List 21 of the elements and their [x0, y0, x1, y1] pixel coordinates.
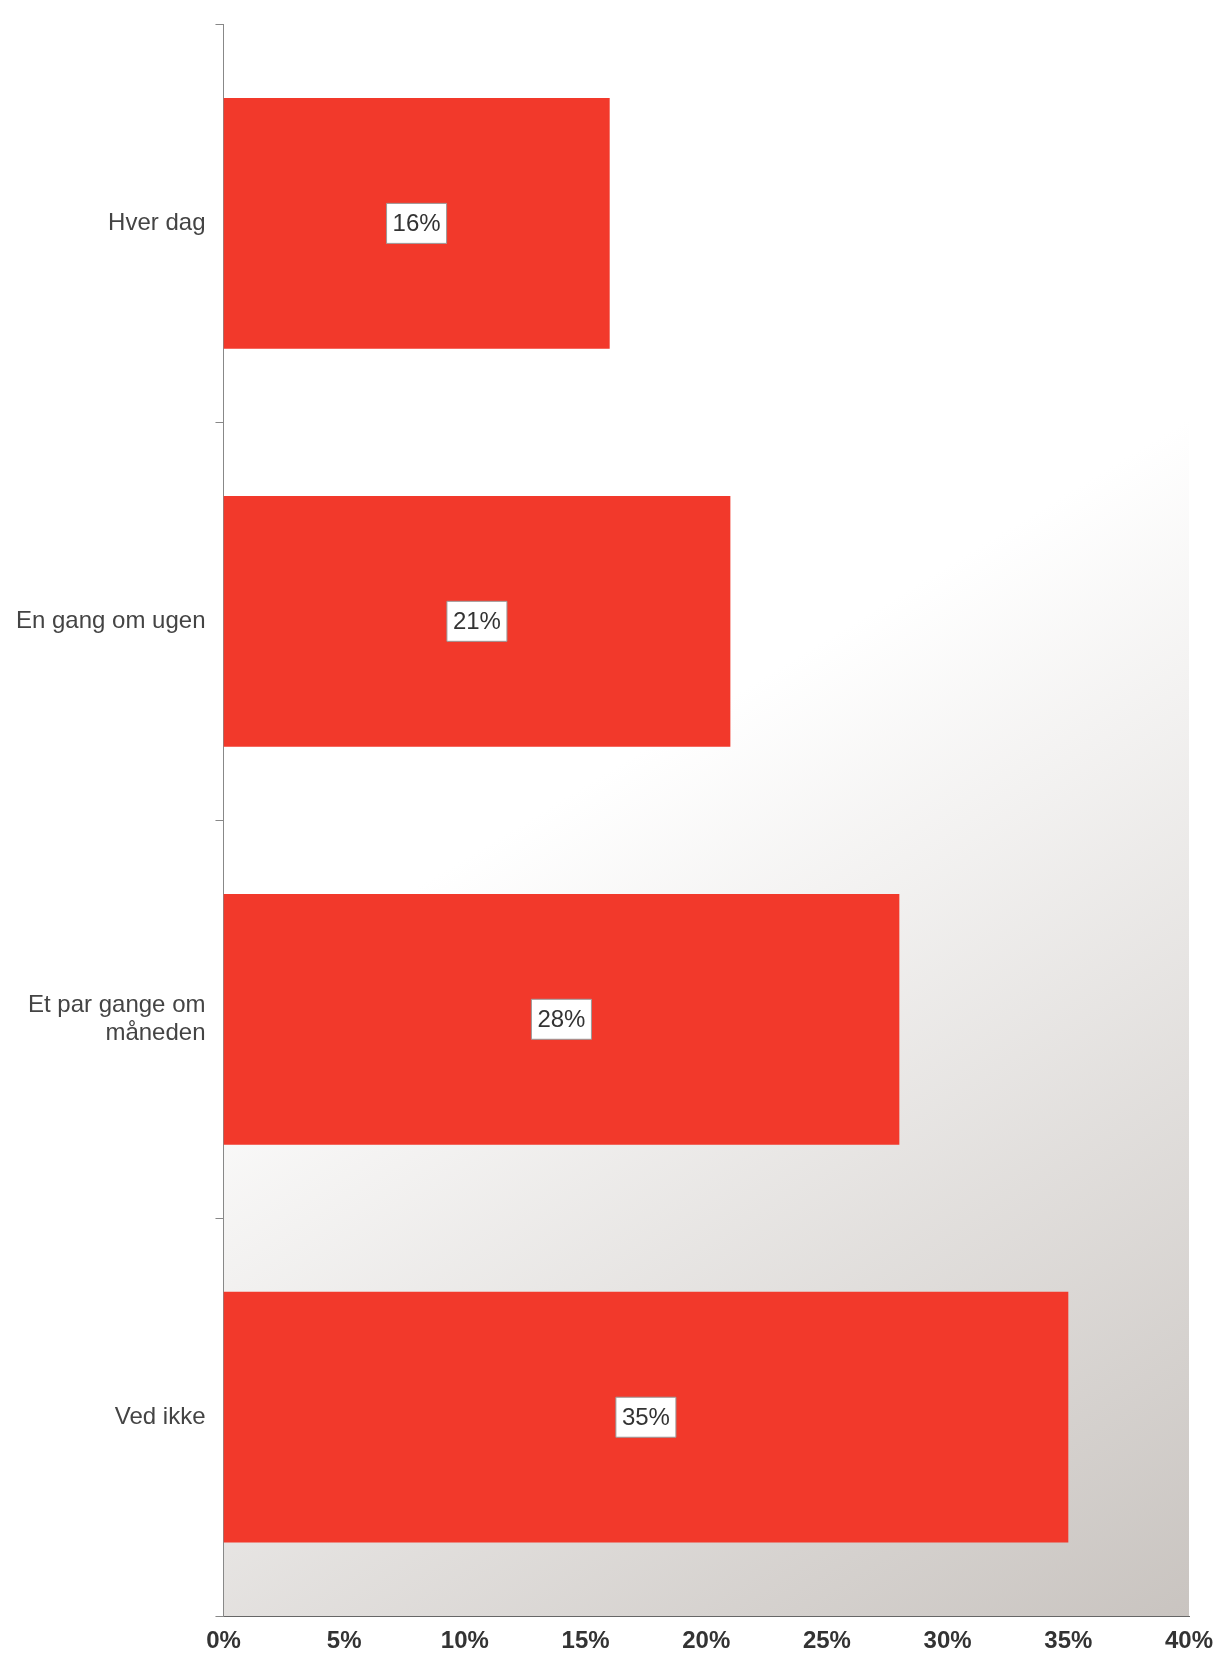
- y-tick-label: Hver dag: [108, 208, 206, 235]
- x-tick-label: 5%: [326, 1626, 362, 1654]
- bar: [223, 1291, 1069, 1543]
- y-tick-label: En gang om ugen: [16, 605, 206, 633]
- bar: [223, 893, 900, 1145]
- y-tick-label: Et par gange om måneden: [28, 989, 206, 1046]
- x-tick-label: 15%: [561, 1626, 610, 1654]
- x-tick-label: 40%: [1164, 1626, 1214, 1654]
- data-label: 35%: [621, 1402, 670, 1430]
- x-tick-label: 35%: [1044, 1626, 1093, 1654]
- x-tick-label: 30%: [923, 1626, 972, 1654]
- x-tick-label: 25%: [802, 1626, 851, 1654]
- bar: [223, 495, 731, 747]
- y-tick-label: Ved ikke: [114, 1401, 206, 1429]
- x-tick-label: 20%: [682, 1626, 731, 1654]
- data-label: 16%: [392, 209, 441, 236]
- data-label: 21%: [452, 606, 501, 634]
- x-tick-label: 10%: [440, 1626, 489, 1654]
- x-tick-label: 0%: [206, 1626, 241, 1654]
- bar: [223, 98, 610, 349]
- data-label: 28%: [537, 1004, 586, 1032]
